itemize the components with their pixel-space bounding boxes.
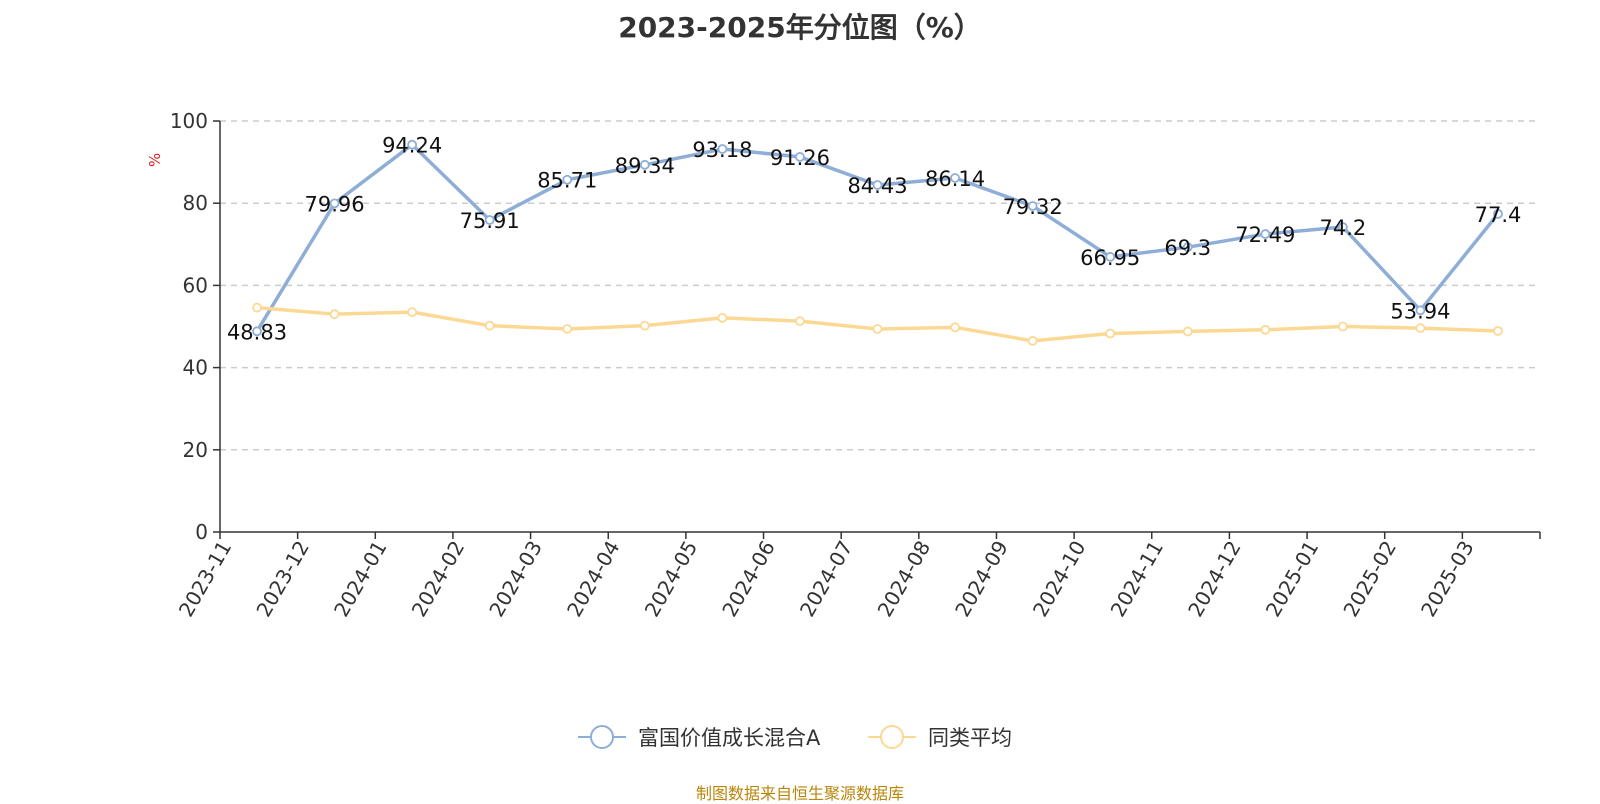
y-tick-label: 20 — [183, 438, 208, 462]
y-tick-label: 80 — [183, 191, 208, 215]
y-tick-label: 0 — [195, 520, 208, 544]
x-tick-label: 2024-11 — [1106, 537, 1169, 621]
y-tick-label: 100 — [170, 109, 208, 133]
x-tick-label: 2025-02 — [1338, 537, 1401, 621]
x-tick-label: 2024-12 — [1183, 537, 1246, 621]
x-tick-label: 2025-03 — [1416, 537, 1479, 621]
data-point — [329, 198, 340, 209]
data-point — [1105, 328, 1116, 339]
data-point — [872, 180, 883, 190]
data-label: 84.43 — [847, 174, 907, 198]
data-label: 48.83 — [227, 320, 287, 344]
legend-swatch-marker — [590, 725, 614, 749]
data-point — [562, 174, 573, 185]
y-tick-label: 60 — [183, 273, 208, 297]
grid-lines — [220, 120, 1540, 451]
data-label: 74.2 — [1319, 216, 1366, 240]
chart-title: 2023-2025年分位图（%） — [618, 11, 982, 44]
data-point — [329, 309, 340, 320]
x-tick-label: 2024-09 — [950, 537, 1013, 621]
data-point — [1415, 305, 1426, 316]
data-point — [1493, 326, 1503, 336]
data-label: 75.91 — [460, 209, 520, 233]
y-tick-label: 40 — [183, 356, 208, 380]
x-tick-label: 2024-06 — [717, 537, 780, 621]
x-tick-label: 2024-10 — [1028, 537, 1091, 621]
data-label: 86.14 — [925, 167, 985, 191]
data-point — [407, 307, 418, 318]
data-point — [639, 159, 650, 170]
data-point — [484, 215, 495, 225]
data-point — [950, 173, 960, 183]
data-point — [1182, 242, 1193, 253]
data-point — [252, 326, 262, 337]
x-tick-label: 2023-12 — [251, 537, 314, 621]
x-tick-label: 2024-04 — [562, 537, 625, 621]
series-line — [255, 142, 1500, 333]
data-point — [484, 320, 495, 331]
data-label: 94.24 — [382, 134, 442, 158]
legend-label: 富国价值成长混合A — [638, 726, 821, 750]
x-tick-label: 2023-11 — [174, 537, 237, 621]
data-label: 85.71 — [537, 169, 597, 193]
data-point — [1337, 222, 1348, 232]
legend-swatch-marker — [880, 725, 904, 749]
y-axis-unit-label: % — [146, 153, 164, 167]
data-label: 66.95 — [1080, 246, 1140, 270]
legend: 富国价值成长混合A 同类平均 — [578, 725, 1012, 750]
data-point — [795, 316, 805, 327]
data-point — [717, 312, 728, 323]
data-point — [795, 152, 805, 162]
data-label: 77.4 — [1475, 203, 1522, 227]
source-note: 制图数据来自恒生聚源数据库 — [695, 784, 904, 803]
data-label: 79.96 — [305, 192, 365, 216]
x-tick-label: 2024-01 — [329, 537, 392, 621]
x-tick-label: 2024-07 — [795, 537, 858, 621]
data-point — [1182, 326, 1193, 337]
x-tick-label: 2025-01 — [1261, 537, 1324, 621]
data-point — [1260, 324, 1271, 335]
data-point — [639, 320, 650, 331]
data-point — [717, 144, 728, 154]
legend-label: 同类平均 — [928, 726, 1012, 750]
x-tick-label: 2024-03 — [484, 537, 547, 621]
x-tick-label: 2024-05 — [640, 537, 703, 621]
data-label: 93.18 — [692, 138, 752, 162]
data-point — [950, 322, 960, 333]
data-point — [872, 324, 883, 334]
data-point — [1027, 201, 1038, 211]
data-point — [1105, 251, 1116, 262]
data-labels: 48.83 79.96 94.24 75.91 85.71 89.34 93.18 91.26… — [227, 134, 1521, 345]
data-label: 91.26 — [770, 146, 830, 170]
data-label: 89.34 — [615, 154, 675, 178]
series-lines — [252, 139, 1503, 346]
data-point — [252, 302, 262, 313]
data-label: 72.49 — [1235, 223, 1295, 247]
data-label: 53.94 — [1390, 299, 1450, 323]
data-point — [1337, 321, 1348, 332]
x-tick-label: 2024-02 — [407, 537, 470, 621]
data-point — [1260, 229, 1271, 239]
data-point — [1493, 208, 1503, 219]
data-point — [1415, 323, 1426, 334]
data-label: 69.3 — [1164, 236, 1211, 260]
x-tick-label: 2024-08 — [873, 537, 936, 621]
data-point — [1027, 335, 1038, 346]
data-point — [562, 324, 573, 334]
data-label: 79.32 — [1003, 195, 1063, 219]
data-point — [407, 139, 418, 150]
